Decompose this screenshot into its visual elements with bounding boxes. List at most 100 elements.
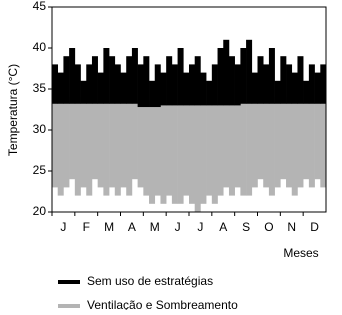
range-bar [63, 97, 70, 188]
range-bar [131, 97, 138, 180]
range-bar [263, 64, 270, 104]
range-bar [211, 101, 218, 204]
legend-label: Ventilação e Sombreamento [87, 298, 238, 310]
range-bar [91, 56, 98, 104]
range-bar [69, 48, 76, 104]
range-bar [126, 56, 133, 104]
y-tick-label: 40 [33, 40, 47, 54]
range-bar [280, 97, 287, 180]
y-tick-label: 35 [33, 81, 47, 95]
range-bar [297, 97, 304, 188]
range-bar [171, 64, 178, 106]
range-bar [286, 97, 293, 188]
x-tick-label: A [219, 220, 227, 234]
range-bar [149, 101, 156, 204]
range-bar [143, 101, 150, 196]
range-bar [114, 64, 121, 104]
range-bar [183, 101, 190, 196]
range-bar [52, 64, 59, 104]
range-bar [80, 80, 87, 104]
range-bar [160, 72, 167, 106]
range-bar [206, 80, 213, 106]
x-tick-label: J [197, 220, 203, 234]
range-bar [91, 97, 98, 180]
range-bar [194, 56, 201, 106]
range-bar [251, 97, 258, 188]
range-bar [183, 72, 190, 106]
range-bar [143, 56, 150, 108]
range-bar [200, 101, 207, 204]
range-bar [217, 48, 224, 106]
x-tick-label: O [264, 220, 273, 234]
x-tick-label: F [83, 220, 90, 234]
range-bar [228, 101, 235, 196]
range-bar [177, 101, 184, 204]
x-tick-label: J [175, 220, 181, 234]
range-bar [320, 97, 327, 188]
range-bar [257, 97, 264, 180]
y-tick-label: 30 [33, 122, 47, 136]
range-bar [86, 64, 93, 104]
x-tick-label: S [242, 220, 250, 234]
range-bar [154, 101, 161, 196]
range-bar [268, 97, 275, 196]
range-bar [297, 56, 304, 104]
range-bar [234, 64, 241, 106]
range-bar [303, 97, 310, 180]
range-bar [74, 64, 81, 104]
x-tick-label: D [310, 220, 319, 234]
range-bar [171, 101, 178, 204]
x-tick-label: M [150, 220, 160, 234]
range-bar [223, 101, 230, 188]
range-bar [69, 97, 76, 180]
range-bar [189, 64, 196, 106]
y-tick-label: 20 [33, 204, 47, 218]
range-bar [217, 101, 224, 196]
range-bar [308, 64, 315, 104]
range-bar [314, 72, 321, 104]
range-bar [263, 97, 270, 188]
range-bar [234, 101, 241, 188]
range-bar [103, 48, 110, 104]
range-bar [200, 72, 207, 106]
range-bar [74, 97, 81, 196]
x-axis-label: Meses [283, 246, 318, 260]
range-bar [286, 64, 293, 104]
range-bar [97, 97, 104, 188]
range-bar [246, 39, 253, 104]
x-tick-label: M [104, 220, 114, 234]
legend-label: Sem uso de estratégias [87, 274, 213, 288]
range-bar [291, 97, 298, 196]
range-bar [120, 72, 127, 104]
range-bar [246, 101, 253, 196]
range-bar [189, 101, 196, 204]
range-bar [109, 56, 116, 104]
range-bar [57, 97, 64, 196]
range-bar [63, 56, 70, 104]
range-bar [52, 97, 59, 188]
range-bar [109, 97, 116, 188]
range-bar [57, 72, 64, 104]
x-tick-label: J [60, 220, 66, 234]
x-tick-label: A [128, 220, 136, 234]
range-bar [126, 97, 133, 196]
range-bar [223, 39, 230, 106]
range-bar [303, 80, 310, 104]
y-tick-label: 45 [33, 0, 47, 13]
y-tick-label: 25 [33, 163, 47, 177]
range-bar [280, 56, 287, 104]
range-bar [257, 56, 264, 104]
range-bar [120, 97, 127, 188]
range-bar [86, 97, 93, 196]
range-bar [206, 101, 213, 196]
range-bar [194, 101, 201, 212]
range-bar [80, 101, 87, 188]
range-bar [211, 64, 218, 106]
range-bar [274, 97, 281, 188]
range-bar [97, 72, 104, 104]
range-bar [308, 97, 315, 188]
range-bar [103, 97, 110, 196]
range-bar [274, 80, 281, 104]
x-tick-label: N [287, 220, 296, 234]
